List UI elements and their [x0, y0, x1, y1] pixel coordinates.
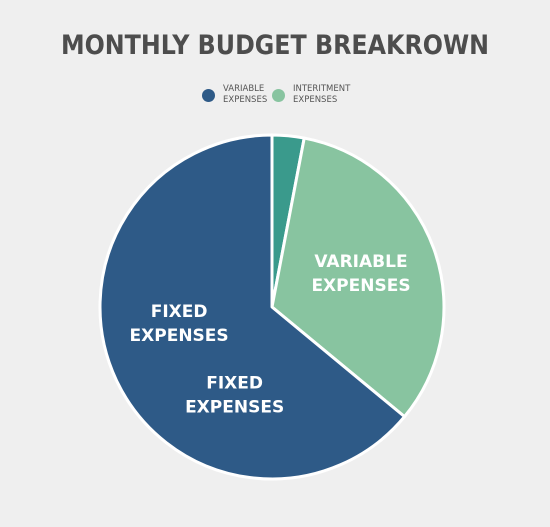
slice-label-fixed-expenses: FIXED EXPENSES: [130, 302, 229, 346]
legend-label-variable: VARIABLE EXPENSES: [223, 84, 293, 106]
legend-label-line: INTERITMENT: [293, 84, 351, 94]
chart-title: MONTHLY BUDGET BREAKROWN: [60, 30, 490, 61]
pie-slice-fixed-expenses: [98, 133, 407, 481]
legend-label-line: EXPENSES: [223, 95, 268, 105]
legend-label-line: VARIABLE: [223, 84, 265, 94]
legend-swatch-variable: [202, 89, 215, 102]
chart-legend: VARIABLE EXPENSES INTERITMENT EXPENSES: [0, 84, 550, 114]
legend-swatch-interitment: [272, 89, 285, 102]
legend-label-line: EXPENSES: [293, 95, 338, 105]
slice-label-variable-expenses: VARIABLE EXPENSES: [311, 252, 410, 296]
pie-slice-variable-expenses: [270, 136, 446, 419]
legend-label-interitment: INTERITMENT EXPENSES: [293, 84, 363, 106]
slice-label-extra: FIXED EXPENSES: [185, 373, 284, 417]
